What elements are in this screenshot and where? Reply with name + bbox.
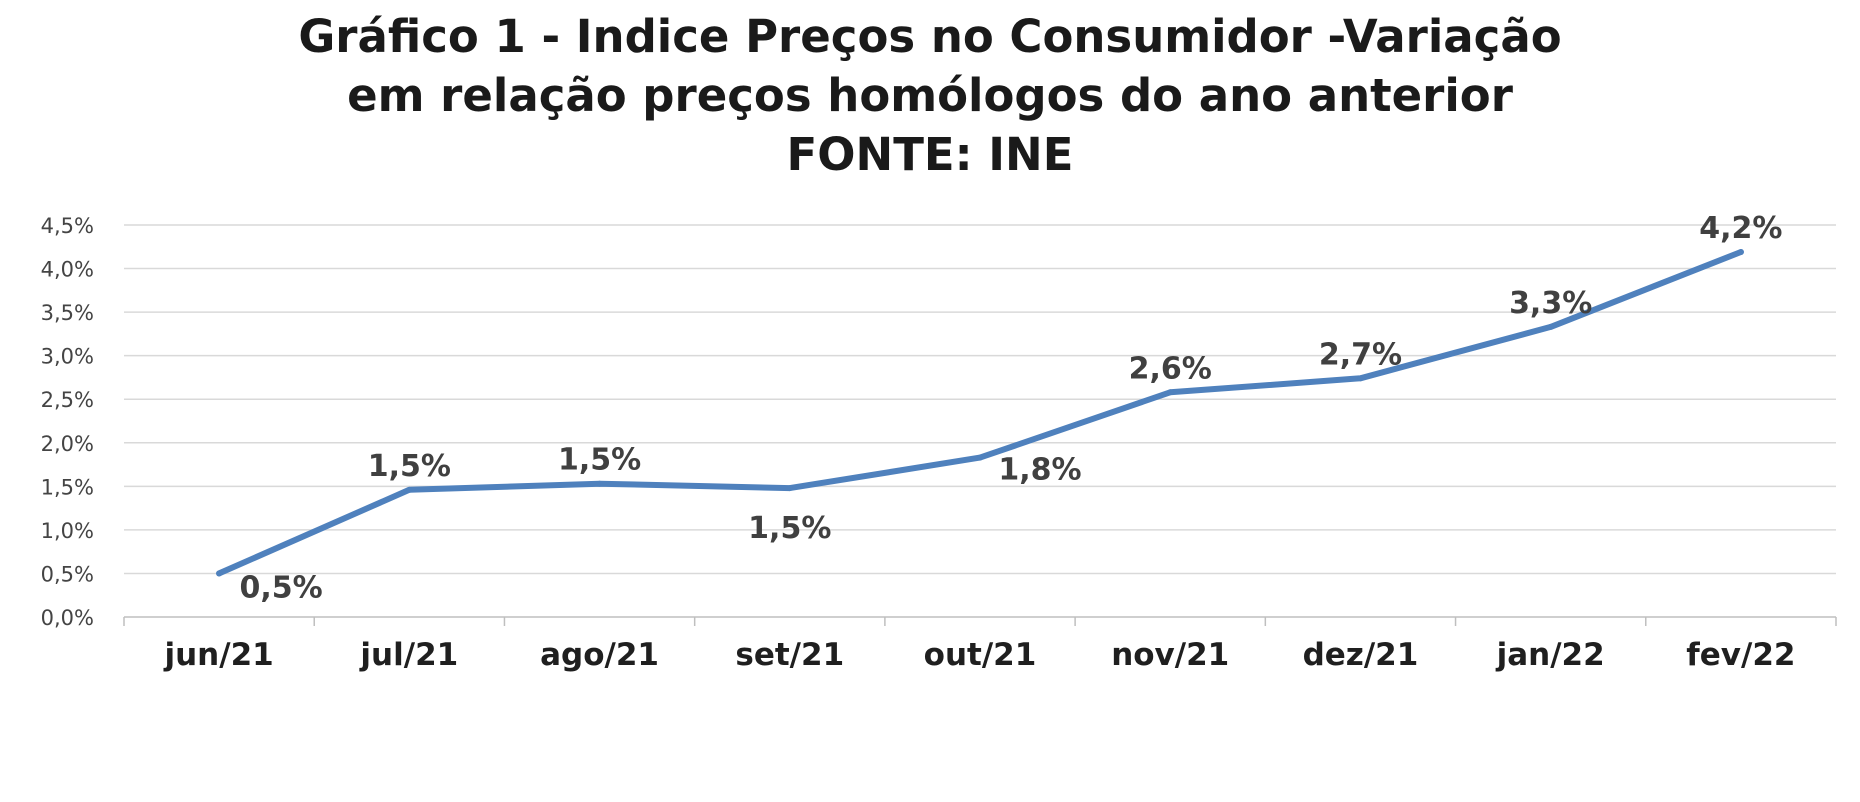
y-tick-label: 1,0% bbox=[41, 519, 94, 543]
x-tick-label: dez/21 bbox=[1303, 637, 1419, 673]
x-tick-label: out/21 bbox=[924, 637, 1037, 673]
x-tick-label: nov/21 bbox=[1111, 637, 1229, 673]
y-tick-label: 1,5% bbox=[41, 475, 94, 499]
data-label: 1,5% bbox=[368, 449, 451, 484]
data-point bbox=[1547, 323, 1554, 330]
y-tick-label: 0,0% bbox=[41, 606, 94, 630]
data-label: 2,6% bbox=[1129, 351, 1212, 386]
x-tick-label: fev/22 bbox=[1686, 637, 1795, 673]
x-tick-label: set/21 bbox=[735, 637, 844, 673]
y-tick-label: 2,5% bbox=[41, 388, 94, 412]
x-tick-label: jan/22 bbox=[1495, 637, 1605, 673]
data-point bbox=[596, 480, 603, 487]
data-point bbox=[406, 486, 413, 493]
y-tick-label: 2,0% bbox=[41, 432, 94, 456]
data-label: 2,7% bbox=[1319, 337, 1402, 372]
x-tick-label: jun/21 bbox=[162, 637, 273, 673]
y-tick-label: 3,5% bbox=[41, 301, 94, 325]
y-tick-label: 0,5% bbox=[41, 562, 94, 586]
data-point bbox=[786, 485, 793, 492]
chart-title-line-3: FONTE: INE bbox=[787, 128, 1074, 181]
y-tick-label: 4,0% bbox=[41, 258, 94, 282]
x-tick-label: jul/21 bbox=[358, 637, 458, 673]
data-label: 1,5% bbox=[748, 511, 831, 546]
data-label: 3,3% bbox=[1509, 286, 1592, 321]
data-label: 1,5% bbox=[558, 443, 641, 478]
x-tick-label: ago/21 bbox=[540, 637, 659, 673]
chart-title-line-1: Gráfico 1 - Indice Preços no Consumidor … bbox=[298, 10, 1561, 63]
data-label: 0,5% bbox=[240, 570, 323, 605]
series-line-group bbox=[216, 249, 1744, 577]
chart-title: Gráfico 1 - Indice Preços no Consumidor … bbox=[298, 10, 1561, 181]
x-axis: jun/21 jul/21 ago/21 set/21 out/21 nov/21 dez/… bbox=[123, 616, 1837, 673]
y-tick-label: 4,5% bbox=[41, 214, 94, 238]
chart-title-line-2: em relação preços homólogos do ano anter… bbox=[347, 69, 1514, 122]
data-point bbox=[977, 454, 983, 461]
data-point bbox=[1737, 249, 1744, 256]
data-label: 1,8% bbox=[998, 453, 1081, 488]
y-axis: 0,0% 0,5% 1,0% 1,5% 2,0% 2,5% 3,0% 3,5% 4,0% 4,5% bbox=[41, 214, 94, 630]
y-tick-label: 3,0% bbox=[41, 345, 94, 369]
data-point bbox=[1357, 375, 1364, 382]
data-label: 4,2% bbox=[1699, 211, 1782, 246]
gridlines bbox=[124, 224, 1836, 575]
data-labels: 0,5% 1,5% 1,5% 1,5% 1,8% 2,6% 2,7% 3,3% 4,2% bbox=[240, 211, 1783, 605]
data-point bbox=[216, 570, 223, 577]
data-point bbox=[1167, 389, 1174, 396]
